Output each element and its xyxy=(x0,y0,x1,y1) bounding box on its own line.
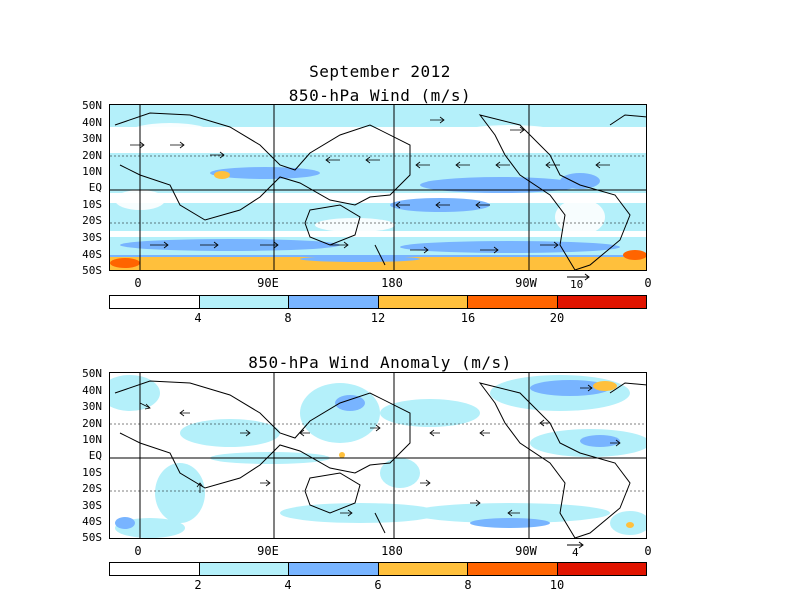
lat-label: 20S xyxy=(82,214,102,227)
lat-label: 30S xyxy=(82,499,102,512)
lat-label: 40N xyxy=(82,384,102,397)
panel2-wind-anomaly-map xyxy=(109,372,647,539)
lat-label: 30N xyxy=(82,132,102,145)
colorbar-swatch xyxy=(110,563,200,575)
panel2-title: 850-hPa Wind Anomaly (m/s) xyxy=(248,353,512,372)
panel1-colorbar xyxy=(109,295,647,309)
reference-arrow-icon xyxy=(567,541,584,549)
lat-label: 10N xyxy=(82,165,102,178)
lon-label: 0 xyxy=(134,544,142,558)
lon-label: 90E xyxy=(257,276,279,290)
reference-vector-label: 4 xyxy=(572,546,579,559)
lat-label: 10N xyxy=(82,433,102,446)
lat-label: 40S xyxy=(82,515,102,528)
colorbar-tick: 4 xyxy=(284,578,292,592)
colorbar-tick: 12 xyxy=(370,311,386,325)
lon-label: 0 xyxy=(644,544,652,558)
colorbar-tick: 6 xyxy=(374,578,382,592)
colorbar-swatch xyxy=(557,563,646,575)
colorbar-tick: 4 xyxy=(194,311,202,325)
lat-label: EQ xyxy=(88,181,102,194)
colorbar-tick: 8 xyxy=(464,578,472,592)
colorbar-swatch xyxy=(110,296,200,308)
panel1-wind-map xyxy=(109,104,647,271)
colorbar-swatch xyxy=(557,296,646,308)
panel1-title: 850-hPa Wind (m/s) xyxy=(288,86,472,105)
colorbar-swatch xyxy=(378,296,468,308)
panel2-colorbar xyxy=(109,562,647,576)
lat-label: 20N xyxy=(82,417,102,430)
lat-label: 50S xyxy=(82,264,102,277)
colorbar-swatch xyxy=(378,563,468,575)
colorbar-tick: 10 xyxy=(549,578,565,592)
lat-label: 10S xyxy=(82,198,102,211)
lat-label: 10S xyxy=(82,466,102,479)
lon-label: 90W xyxy=(515,276,537,290)
figure-title: September 2012 xyxy=(309,62,451,81)
lat-label: 20N xyxy=(82,149,102,162)
lon-label: 0 xyxy=(134,276,142,290)
colorbar-swatch xyxy=(199,296,289,308)
colorbar-tick: 16 xyxy=(460,311,476,325)
lat-label: 40S xyxy=(82,248,102,261)
colorbar-swatch xyxy=(199,563,289,575)
lon-label: 90W xyxy=(515,544,537,558)
lon-label: 90E xyxy=(257,544,279,558)
lon-label: 180 xyxy=(381,544,403,558)
lat-label: 20S xyxy=(82,482,102,495)
lat-label: 50N xyxy=(82,367,102,380)
colorbar-swatch xyxy=(468,296,558,308)
panel2-reference-vector: 4 xyxy=(566,541,586,559)
colorbar-tick: 2 xyxy=(194,578,202,592)
lat-label: 40N xyxy=(82,116,102,129)
colorbar-swatch xyxy=(289,563,379,575)
colorbar-tick: 8 xyxy=(284,311,292,325)
colorbar-swatch xyxy=(468,563,558,575)
lat-label: 30S xyxy=(82,231,102,244)
reference-vector-label: 10 xyxy=(570,278,584,291)
colorbar-swatch xyxy=(289,296,379,308)
lon-label: 0 xyxy=(644,276,652,290)
colorbar-tick: 20 xyxy=(549,311,565,325)
panel1-reference-vector: 10 xyxy=(566,273,592,291)
lon-label: 180 xyxy=(381,276,403,290)
lat-label: EQ xyxy=(88,449,102,462)
lat-label: 50N xyxy=(82,99,102,112)
reference-arrow-icon xyxy=(567,273,590,281)
lat-label: 30N xyxy=(82,400,102,413)
lat-label: 50S xyxy=(82,531,102,544)
